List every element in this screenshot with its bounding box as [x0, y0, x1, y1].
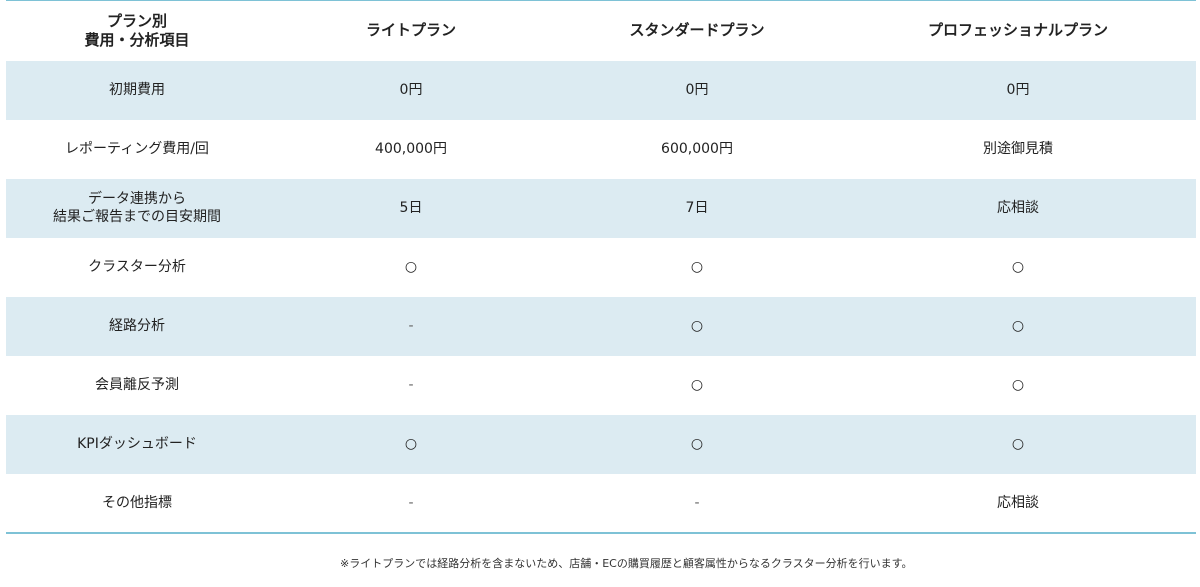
row-label: クラスター分析 — [88, 259, 186, 275]
table-row: 経路分析 - ○ ○ — [6, 296, 1196, 356]
cell-professional: ○ — [1011, 259, 1025, 275]
cell-professional: 応相談 — [997, 200, 1039, 216]
table-row: KPIダッシュボード ○ ○ ○ — [6, 414, 1196, 474]
cell-standard: ○ — [690, 259, 704, 275]
cell-professional: ○ — [1011, 318, 1025, 334]
cell-professional: 0円 — [1006, 82, 1030, 98]
cell-professional: ○ — [1011, 377, 1025, 393]
cell-standard: ○ — [690, 377, 704, 393]
row-label: 経路分析 — [109, 318, 165, 334]
footnote: ※ライトプランでは経路分析を含まないため、店舗・ECの購買履歴と顧客属性からなる… — [340, 557, 913, 570]
row-label: KPIダッシュボード — [77, 436, 197, 452]
cell-professional: 別途御見積 — [983, 141, 1053, 157]
table-header: プラン別 費用・分析項目 ライトプラン スタンダードプラン プロフェッショナルプ… — [6, 0, 1196, 61]
row-label: その他指標 — [102, 494, 172, 511]
row-label: 初期費用 — [109, 82, 165, 98]
table-row: クラスター分析 ○ ○ ○ — [6, 238, 1196, 297]
table-row: 会員離反予測 - ○ ○ — [6, 356, 1196, 415]
cell-standard: 600,000円 — [661, 141, 733, 157]
cell-professional: 応相談 — [997, 494, 1039, 511]
table-row: その他指標 - - 応相談 — [6, 474, 1196, 533]
header-standard-plan: スタンダードプラン — [629, 21, 765, 40]
cell-standard: 0円 — [685, 82, 709, 98]
header-category: プラン別 費用・分析項目 — [84, 11, 190, 49]
cell-light: - — [408, 318, 414, 334]
header-row: プラン別 費用・分析項目 ライトプラン スタンダードプラン プロフェッショナルプ… — [6, 0, 1196, 61]
table-row: データ連携から 結果ご報告までの目安期間 5日 7日 応相談 — [6, 178, 1196, 238]
table-body: 初期費用 0円 0円 0円 レポーティング費用/回 400,000円 600,0… — [6, 60, 1196, 533]
header-light-plan: ライトプラン — [365, 21, 456, 40]
row-label: レポーティング費用/回 — [65, 141, 209, 157]
cell-standard: - — [694, 494, 700, 511]
row-label: データ連携から 結果ご報告までの目安期間 — [53, 191, 221, 225]
cell-light: - — [408, 494, 414, 511]
cell-light: 5日 — [399, 200, 423, 216]
row-label: 会員離反予測 — [95, 377, 179, 393]
cell-light: - — [408, 377, 414, 393]
table-row: 初期費用 0円 0円 0円 — [6, 60, 1196, 120]
cell-standard: ○ — [690, 318, 704, 334]
cell-standard: ○ — [690, 436, 704, 452]
header-professional-plan: プロフェッショナルプラン — [927, 21, 1108, 40]
cell-light: 400,000円 — [375, 141, 447, 157]
table-row: レポーティング費用/回 400,000円 600,000円 別途御見積 — [6, 120, 1196, 179]
cell-light: ○ — [404, 436, 418, 452]
plan-comparison-table: プラン別 費用・分析項目 ライトプラン スタンダードプラン プロフェッショナルプ… — [6, 0, 1196, 534]
cell-light: 0円 — [399, 82, 423, 98]
cell-professional: ○ — [1011, 436, 1025, 452]
cell-light: ○ — [404, 259, 418, 275]
cell-standard: 7日 — [685, 200, 709, 216]
